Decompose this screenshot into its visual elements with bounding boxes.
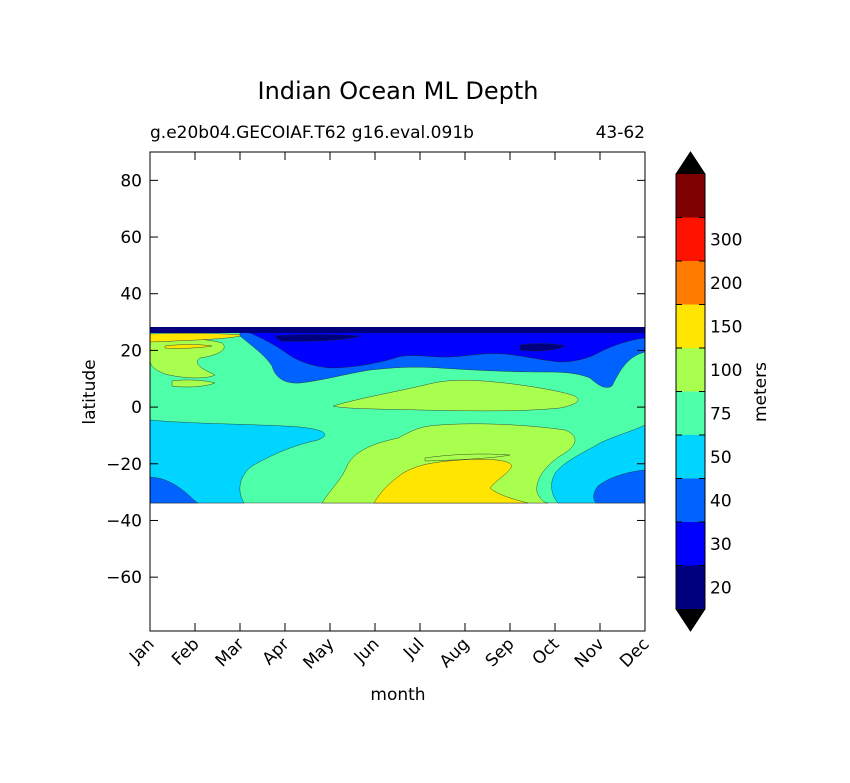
y-tick-label: 0	[131, 398, 142, 418]
contour-10-20-patch-b	[519, 343, 566, 352]
x-tick-label: Jul	[399, 634, 428, 663]
x-tick-label: Dec	[616, 634, 653, 671]
x-tick-label: Oct	[529, 634, 564, 669]
contour-75-streak	[424, 453, 511, 462]
colorbar-tick-label: 100	[710, 361, 742, 381]
contour-100-150-north-streak	[164, 344, 213, 349]
y-tick-label: −40	[106, 511, 142, 531]
y-axis: 80 60 40 20 0 −20 −40 −60	[106, 171, 645, 588]
colorbar-tick-label: 40	[710, 492, 732, 512]
chart-title: Indian Ocean ML Depth	[258, 77, 539, 105]
contour-top-edge	[150, 327, 645, 333]
colorbar-swatch	[676, 261, 705, 305]
y-tick-label: −20	[106, 455, 142, 475]
x-tick-label: Nov	[571, 634, 609, 672]
x-axis-label: month	[370, 685, 425, 705]
colorbar-tick-label: 20	[710, 579, 732, 599]
contour-100-150-south	[373, 459, 529, 504]
y-tick-label: 80	[120, 171, 142, 191]
x-tick-label: Mar	[212, 634, 249, 671]
colorbar-outline	[675, 151, 706, 632]
chart-subtitle-left: g.e20b04.GECOIAF.T62 g16.eval.091b	[150, 123, 474, 143]
contour-10-20-patch-a	[274, 334, 361, 342]
y-tick-label: −60	[106, 568, 142, 588]
colorbar-swatch	[676, 522, 705, 566]
colorbar-swatch	[676, 174, 705, 218]
y-tick-label: 40	[120, 285, 142, 305]
x-tick-label: Aug	[436, 634, 474, 672]
colorbar-swatch	[676, 217, 705, 261]
colorbar-extend-top	[676, 152, 705, 174]
colorbar: 20 30 40 50 75 100 150 200 300	[675, 151, 742, 632]
colorbar-tick-label: 300	[710, 231, 742, 251]
x-tick-label: Jun	[350, 634, 384, 668]
colorbar-swatch	[676, 565, 705, 609]
colorbar-swatch	[676, 348, 705, 392]
x-tick-label: Jan	[125, 634, 158, 667]
contour-30-40-se	[593, 469, 645, 504]
colorbar-tick-label: 50	[710, 448, 732, 468]
colorbar-label: meters	[751, 362, 771, 422]
contour-fill-group	[150, 327, 645, 504]
y-axis-label: latitude	[80, 359, 100, 424]
x-tick-label: May	[300, 634, 339, 673]
colorbar-tick-label: 150	[710, 318, 742, 338]
colorbar-swatch	[676, 478, 705, 522]
colorbar-extend-bottom	[676, 609, 705, 631]
y-tick-label: 20	[120, 341, 142, 361]
contour-75-100-equator	[332, 380, 579, 412]
colorbar-tick-label: 75	[710, 405, 732, 425]
chart-subtitle-right: 43-62	[596, 123, 645, 143]
colorbar-swatch	[676, 391, 705, 435]
contour-20-30-north	[249, 331, 645, 369]
colorbar-tick-label: 200	[710, 274, 742, 294]
x-tick-label: Apr	[259, 634, 294, 669]
x-tick-label: Feb	[168, 634, 203, 669]
x-tick-label: Sep	[482, 634, 519, 671]
colorbar-swatch	[676, 435, 705, 479]
colorbar-tick-label: 30	[710, 535, 732, 555]
contour-30-40-sw	[150, 476, 199, 504]
contour-40-50-south	[150, 419, 325, 504]
colorbar-swatch	[676, 304, 705, 348]
plot-frame	[149, 151, 646, 632]
y-tick-label: 60	[120, 228, 142, 248]
contour-75-100-north-b	[171, 379, 216, 388]
